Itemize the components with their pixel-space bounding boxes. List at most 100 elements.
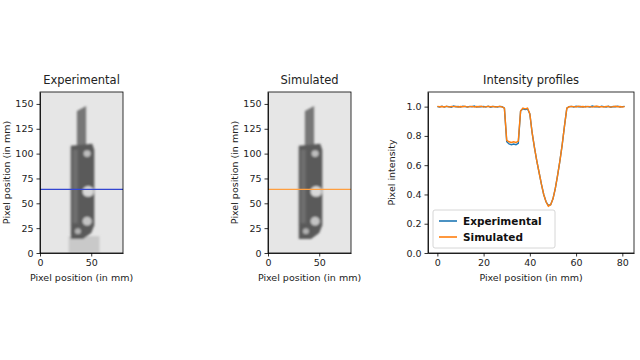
tick-label: 0 [27,248,33,259]
y-axis: 0255075100125150 [243,93,268,259]
tick: 150 [243,98,268,109]
tick-mark [268,253,269,257]
tick: 0.0 [406,248,428,259]
tick-mark [37,228,41,229]
image-background [268,92,351,253]
tick: 60 [571,253,583,268]
tick: 50 [21,198,40,209]
hole [312,150,319,157]
tick-label: 25 [21,223,33,234]
x-axis: 0 50 [265,253,351,268]
chart-title: Simulated [280,73,338,87]
y-axis-title: Pixel position (in mm) [229,121,240,224]
tick: 80 [617,253,629,268]
tick-label: 60 [571,257,583,268]
legend: ExperimentalSimulated [433,210,555,248]
tick-label: 150 [15,98,33,109]
tick-label: 25 [249,223,261,234]
tick-label: 0.2 [406,218,421,229]
tick: 0.8 [406,130,428,141]
tick-mark [265,178,269,179]
tick-label: 20 [478,257,490,268]
legend-box [433,210,555,248]
plate [305,106,314,148]
image-object [299,106,323,239]
tick: 125 [243,123,268,134]
y-axis-title: Pixel intensity [386,139,397,206]
tick-mark [265,154,269,155]
tick-mark [425,194,429,195]
tick-mark [576,253,577,257]
tick: 100 [15,148,40,159]
plot-frame [428,92,634,253]
figure: 0 50 0 25 50 75 100 125 150 Experimental Pixel pos… [0,0,640,360]
tick-mark [265,104,269,105]
tick-label: 75 [21,173,33,184]
tick-mark [37,104,41,105]
tick-mark [319,253,320,257]
x-axis: 0 20 40 60 80 [429,253,635,268]
tick-label: 40 [524,257,536,268]
y-axis-title: Pixel position (in mm) [1,121,12,224]
tick-label: 50 [314,257,326,268]
hole [311,186,322,197]
hole [83,186,94,197]
tick: 75 [21,173,40,184]
tick: 50 [249,198,268,209]
tick-label: 75 [249,173,261,184]
tick-mark [37,129,41,130]
tick-label: 50 [249,198,261,209]
series-line [437,106,624,205]
plot-frame [268,92,351,253]
tick: 40 [524,253,536,268]
tick: 0 [265,253,271,268]
tick-mark [40,253,41,257]
tick-label: 150 [243,98,261,109]
bracket-stripe [73,150,78,224]
tick: 50 [314,253,326,268]
y-axis: 0255075100125150 [15,93,40,259]
tick: 0 [37,253,43,268]
tick-mark [265,129,269,130]
tick-mark [37,203,41,204]
chart-title: Intensity profiles [483,73,579,87]
plot-frame [40,92,123,253]
tick-mark [425,224,429,225]
hole [75,228,81,234]
tick: 0 [255,248,268,259]
tick: 25 [249,223,268,234]
tick: 25 [21,223,40,234]
tick-label: 100 [15,148,33,159]
tick: 75 [249,173,268,184]
bracket [299,144,323,239]
tick-label: 80 [617,257,629,268]
tick-mark [484,253,485,257]
tick-mark [37,178,41,179]
tick-mark [265,253,269,254]
tick-label: 0 [435,257,441,268]
image-background [40,92,123,253]
tick: 1.0 [406,101,428,112]
tick-mark [425,107,429,108]
tick-mark [622,253,623,257]
legend-label: Experimental [463,215,542,227]
hole [303,228,309,234]
x-axis: 050 [37,253,123,268]
tick-label: 0 [37,257,43,268]
tick: 0.6 [406,160,428,171]
tick-mark [37,154,41,155]
tick-label: 0.0 [406,248,421,259]
y-axis: 0.00.20.40.60.81.0 [406,93,428,259]
tick-label: 50 [21,198,33,209]
x-axis-title: Pixel position (in mm) [258,272,361,283]
plot-area [437,106,624,206]
tick-label: 0.8 [406,130,421,141]
tick: 0 [27,248,40,259]
legend-swatch [439,220,457,222]
tick-label: 1.0 [406,101,421,112]
tick: 150 [15,98,40,109]
hole [311,217,320,226]
tick-label: 125 [243,123,261,134]
tick: 0.2 [406,218,428,229]
series-line [437,106,624,206]
